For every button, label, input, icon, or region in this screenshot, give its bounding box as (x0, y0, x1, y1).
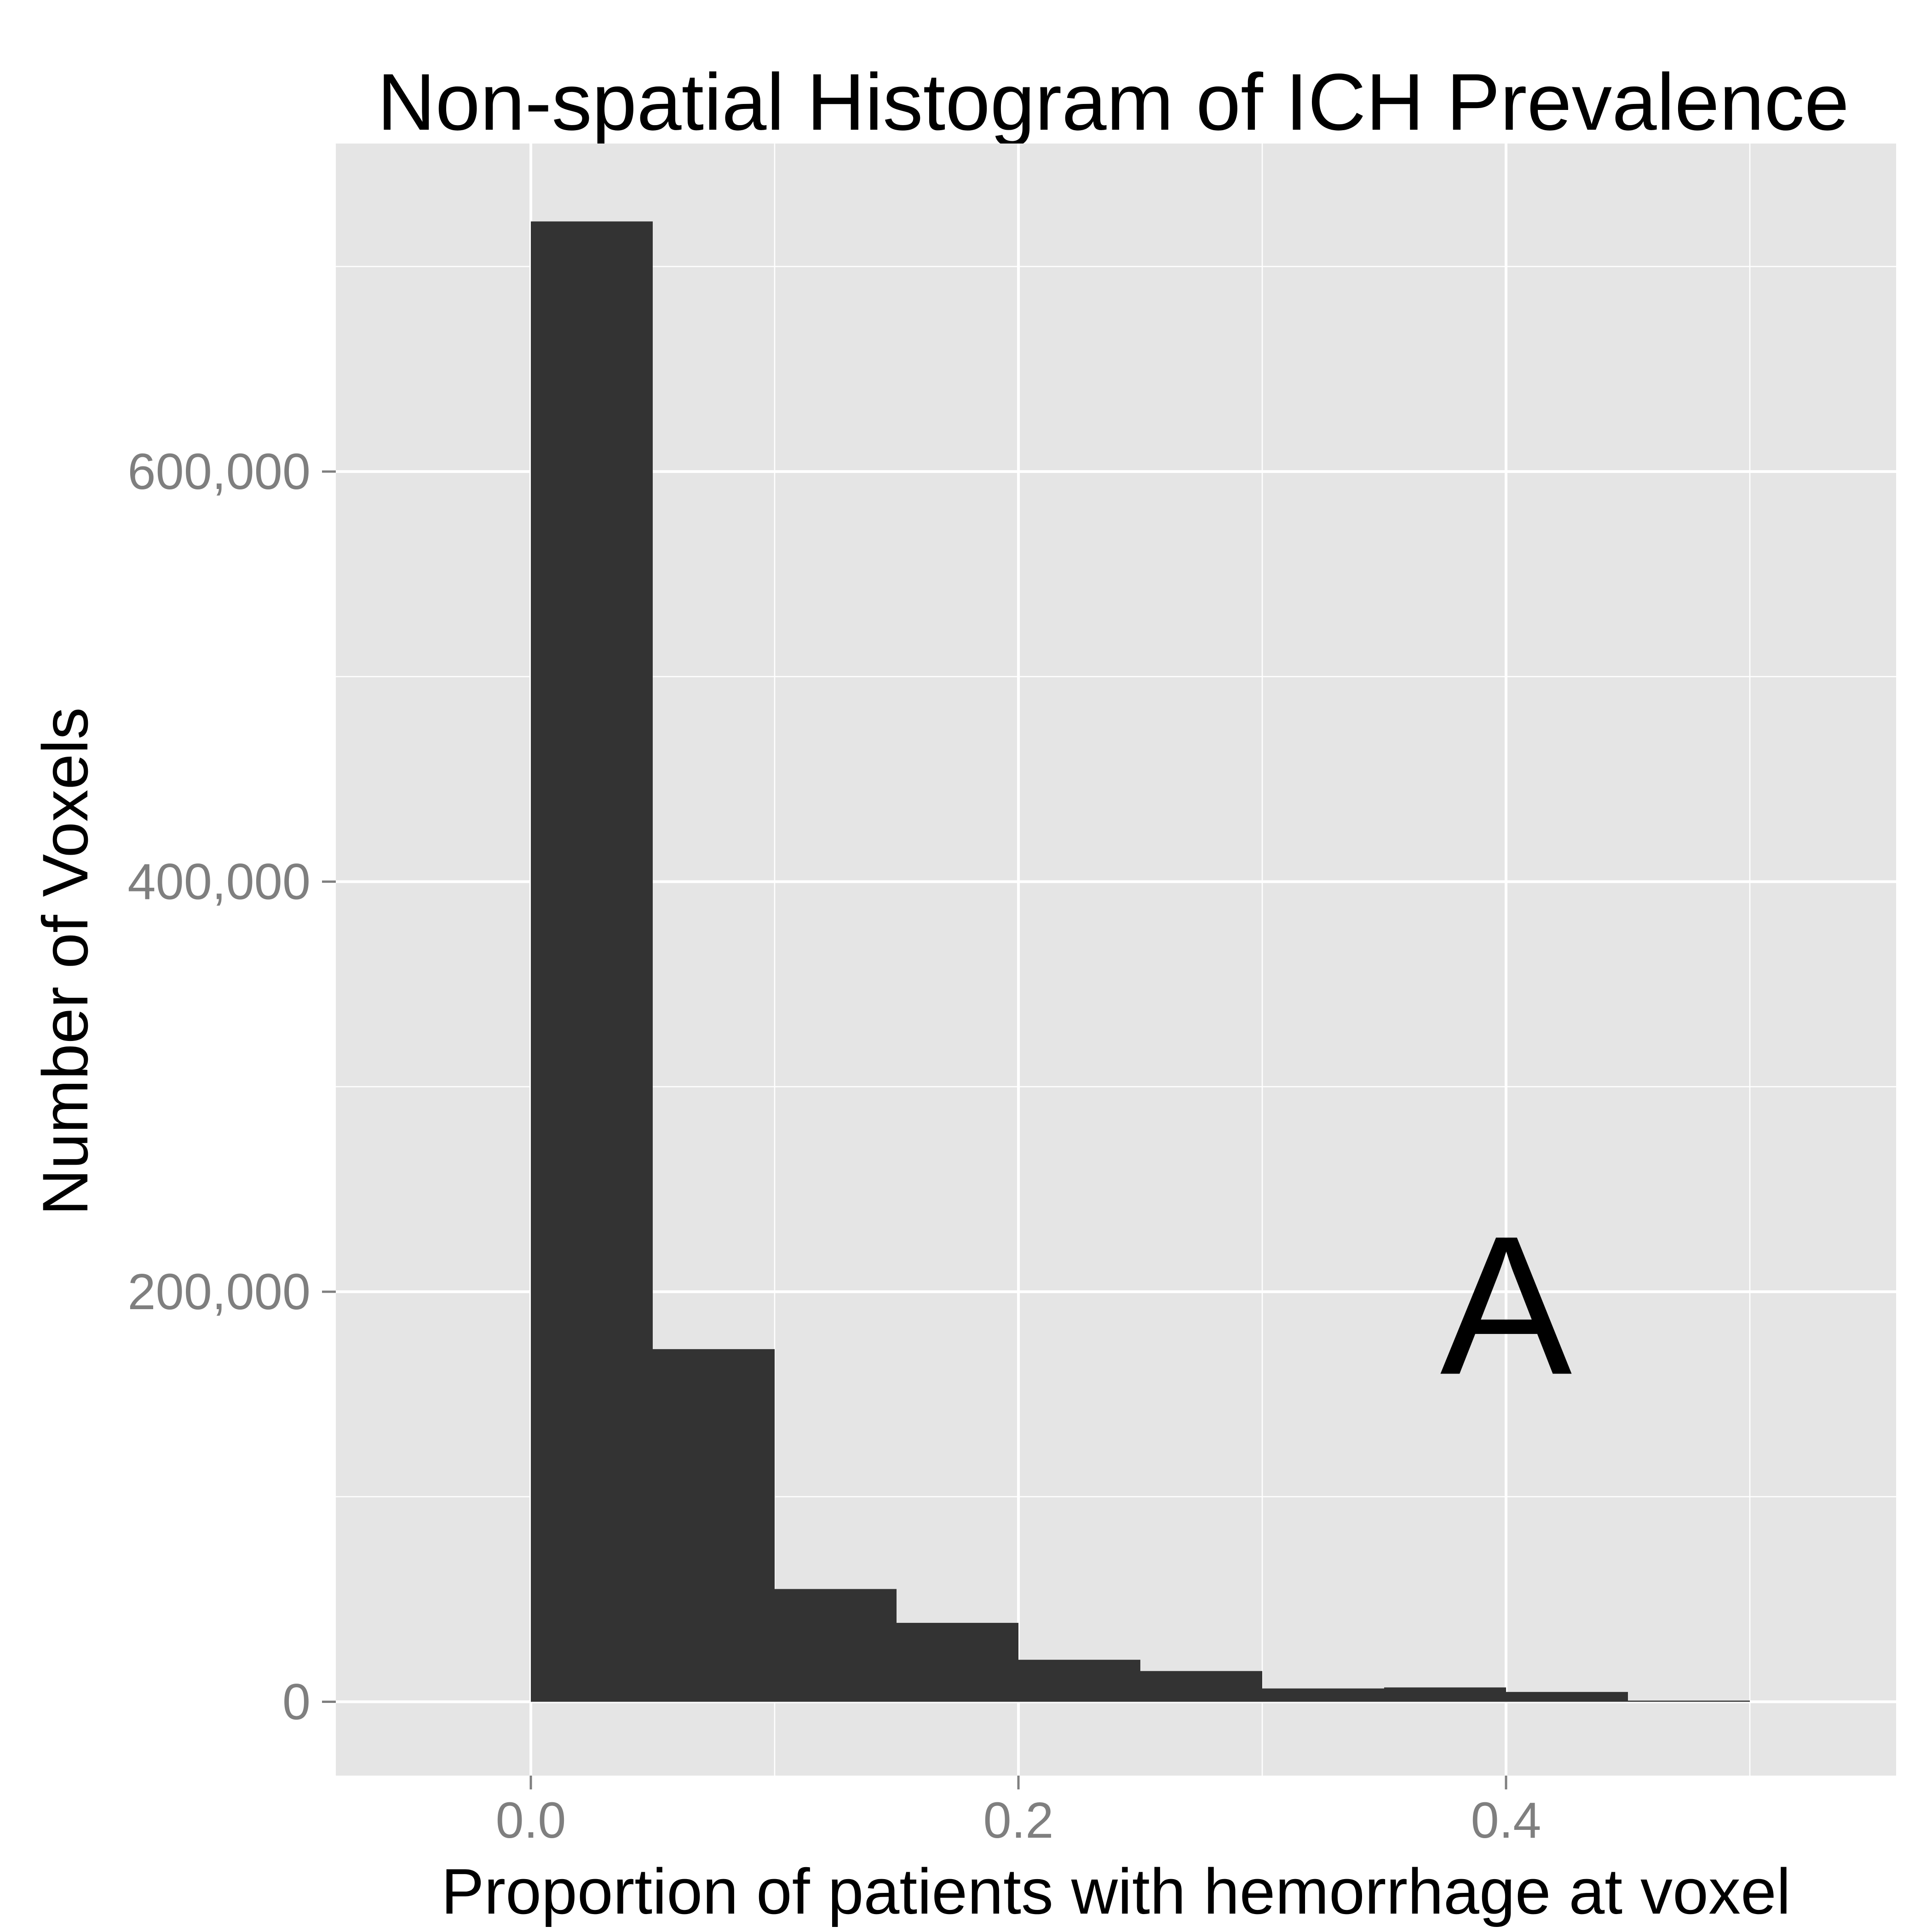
chart-title: Non-spatial Histogram of ICH Prevalence (377, 58, 1849, 147)
histogram-bar (1140, 1671, 1262, 1702)
histogram-bar (1506, 1692, 1628, 1702)
histogram-bar (897, 1622, 1018, 1702)
histogram-bar (1018, 1660, 1140, 1702)
axes: 0 200,000 400,000 600,000 0.0 0.2 0.4 (127, 443, 1541, 1849)
y-tick-label: 200,000 (127, 1264, 310, 1320)
x-tick-label: 0.2 (983, 1792, 1054, 1849)
histogram-bar (1384, 1687, 1506, 1702)
y-axis-title: Number of Voxels (29, 707, 101, 1216)
histogram-bar (653, 1349, 775, 1702)
histogram-bar (1262, 1688, 1384, 1702)
x-tick-label: 0.0 (496, 1792, 566, 1849)
panel-label-annotation: A (1440, 1195, 1573, 1416)
histogram-bars (531, 221, 1750, 1702)
histogram-bar (775, 1589, 897, 1702)
x-tick-label: 0.4 (1471, 1792, 1541, 1849)
y-tick-label: 0 (282, 1674, 310, 1731)
y-tick-label: 400,000 (127, 854, 310, 910)
histogram-bar (1628, 1700, 1750, 1702)
x-axis-title: Proportion of patients with hemorrhage a… (441, 1855, 1791, 1927)
histogram-bar (531, 221, 653, 1702)
annotation-layer: A (1440, 1195, 1573, 1416)
y-tick-label: 600,000 (127, 443, 310, 500)
